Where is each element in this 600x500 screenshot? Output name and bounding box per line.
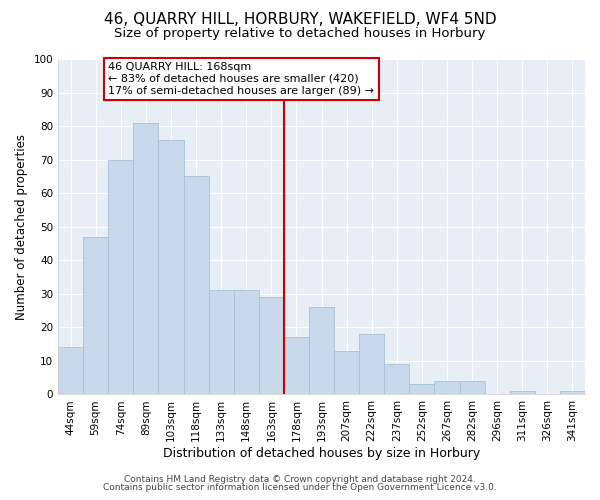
Bar <box>409 384 434 394</box>
Bar <box>309 307 334 394</box>
Bar <box>460 381 485 394</box>
Y-axis label: Number of detached properties: Number of detached properties <box>15 134 28 320</box>
X-axis label: Distribution of detached houses by size in Horbury: Distribution of detached houses by size … <box>163 447 480 460</box>
Bar <box>184 176 209 394</box>
Bar <box>58 348 83 395</box>
Bar <box>334 351 359 395</box>
Bar <box>359 334 384 394</box>
Bar <box>560 391 585 394</box>
Bar <box>133 122 158 394</box>
Bar <box>158 140 184 394</box>
Bar <box>510 391 535 394</box>
Bar <box>233 290 259 395</box>
Bar <box>108 160 133 394</box>
Bar <box>384 364 409 394</box>
Text: Size of property relative to detached houses in Horbury: Size of property relative to detached ho… <box>115 28 485 40</box>
Bar <box>284 338 309 394</box>
Text: Contains public sector information licensed under the Open Government Licence v3: Contains public sector information licen… <box>103 484 497 492</box>
Bar <box>434 381 460 394</box>
Text: Contains HM Land Registry data © Crown copyright and database right 2024.: Contains HM Land Registry data © Crown c… <box>124 475 476 484</box>
Text: 46, QUARRY HILL, HORBURY, WAKEFIELD, WF4 5ND: 46, QUARRY HILL, HORBURY, WAKEFIELD, WF4… <box>104 12 496 28</box>
Bar <box>209 290 233 395</box>
Bar <box>259 297 284 394</box>
Bar <box>83 237 108 394</box>
Text: 46 QUARRY HILL: 168sqm
← 83% of detached houses are smaller (420)
17% of semi-de: 46 QUARRY HILL: 168sqm ← 83% of detached… <box>108 62 374 96</box>
